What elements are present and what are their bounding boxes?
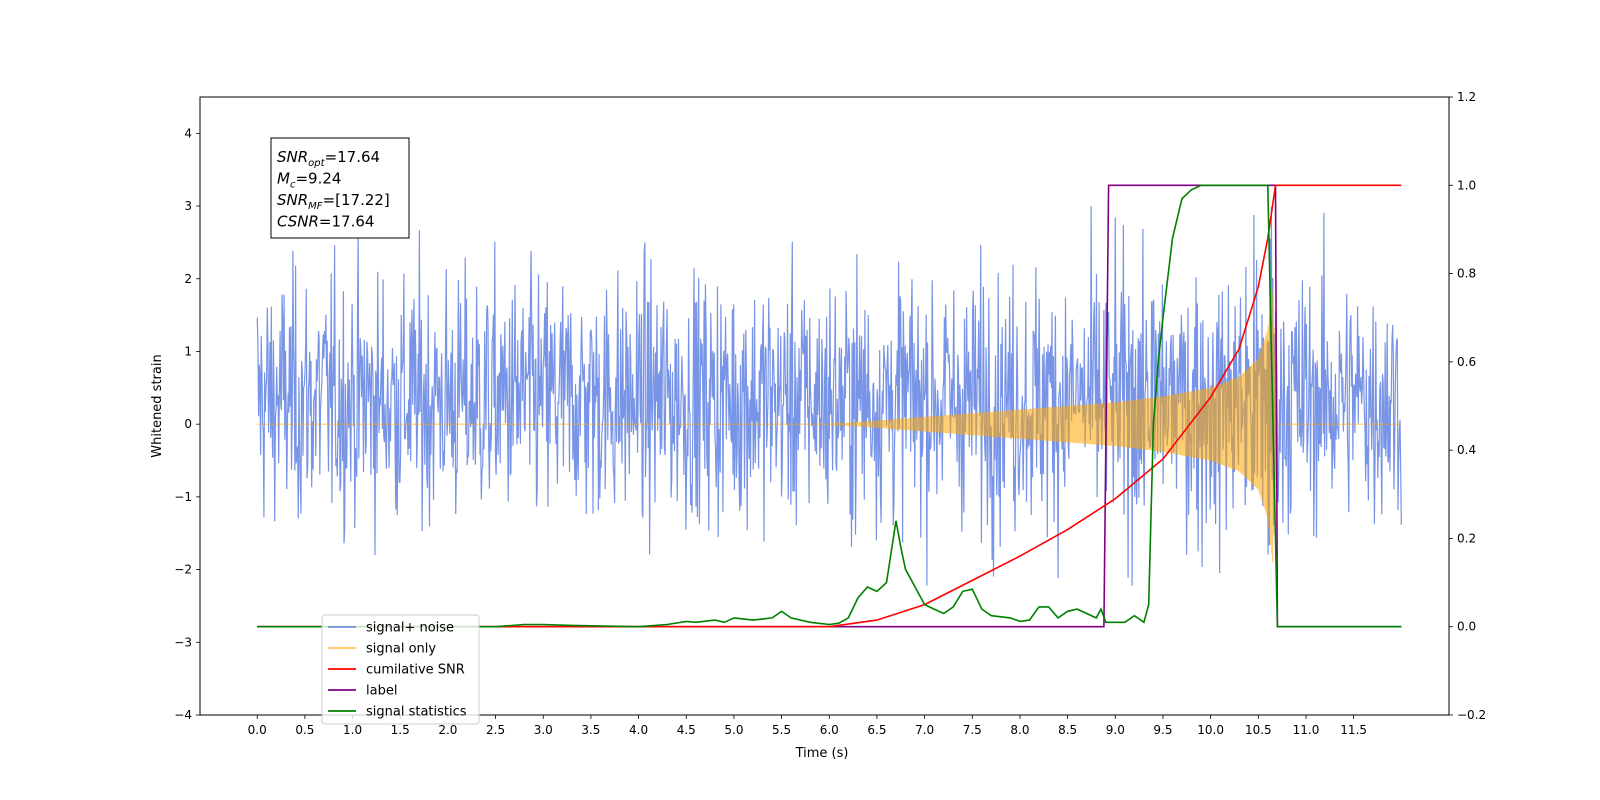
- right-tick-label: 0.0: [1457, 620, 1476, 634]
- legend-frame: [321, 614, 480, 725]
- x-tick-label: 7.5: [963, 723, 982, 737]
- x-tick-label: 2.0: [438, 723, 457, 737]
- right-tick-label: 0.2: [1457, 531, 1476, 545]
- x-tick-label: 0.0: [248, 723, 267, 737]
- legend-item-label: signal+ noise: [366, 621, 454, 636]
- y-tick-label: 2: [184, 272, 192, 286]
- x-tick-label: 4.5: [677, 723, 696, 737]
- y-axis-label: Whitened strain: [150, 354, 165, 457]
- y-tick-label: −4: [174, 708, 192, 722]
- x-tick-label: 4.0: [629, 723, 648, 737]
- series-signal-only: [257, 290, 1402, 563]
- x-axis: 0.0 0.5 1.0 1.5 2.0 2.5 3.0 3.5 4.0 4.5 5.0 5.5 6.0 6…: [248, 715, 1367, 737]
- x-tick-label: 10.0: [1197, 723, 1224, 737]
- y-tick-label: −1: [174, 490, 192, 504]
- x-tick-label: 2.5: [486, 723, 505, 737]
- y-tick-label: 0: [184, 417, 192, 431]
- annotation-line: SNRopt=17.64: [277, 148, 380, 169]
- x-tick-label: 9.5: [1153, 723, 1172, 737]
- plot-frame: [199, 96, 1450, 716]
- y-tick-label: −2: [174, 563, 192, 577]
- x-tick-label: 6.5: [867, 723, 886, 737]
- y-axis-right: −0.2 0.0 0.2 0.4 0.6 0.8 1.0 1.2: [1449, 90, 1486, 722]
- x-tick-label: 7.0: [915, 723, 934, 737]
- annotation-line: SNRMF=[17.22]: [277, 191, 390, 212]
- x-tick-label: 5.5: [772, 723, 791, 737]
- right-tick-label: 0.6: [1457, 355, 1476, 369]
- y-tick-label: 4: [184, 126, 192, 140]
- right-tick-label: 1.2: [1457, 90, 1476, 104]
- x-tick-label: 3.0: [534, 723, 553, 737]
- x-tick-label: 10.5: [1245, 723, 1272, 737]
- right-tick-label: 1.0: [1457, 178, 1476, 192]
- right-tick-label: 0.8: [1457, 267, 1476, 281]
- x-tick-label: 3.5: [581, 723, 600, 737]
- y-tick-label: 1: [184, 344, 192, 358]
- y-tick-label: 3: [184, 199, 192, 213]
- x-tick-label: 8.5: [1058, 723, 1077, 737]
- legend-item-label: cumilative SNR: [366, 663, 465, 678]
- x-tick-label: 11.0: [1293, 723, 1320, 737]
- x-tick-label: 8.0: [1010, 723, 1029, 737]
- legend-item-label: signal statistics: [366, 705, 467, 720]
- right-axis-series: [257, 184, 1402, 628]
- right-tick-label: 0.4: [1457, 443, 1476, 457]
- x-tick-label: 1.0: [343, 723, 362, 737]
- x-axis-label: Time (s): [795, 746, 849, 761]
- legend-item-label: signal only: [366, 642, 436, 657]
- x-tick-label: 6.0: [820, 723, 839, 737]
- legend-item-label: label: [366, 684, 397, 699]
- legend: signal+ noise signal only cumilative SNR la…: [321, 614, 480, 725]
- annotation-line: CSNR=17.64: [277, 213, 374, 231]
- right-tick-label: −0.2: [1457, 708, 1486, 722]
- cumulative-snr-line: [257, 184, 1402, 628]
- y-tick-label: −3: [174, 635, 192, 649]
- y-axis-left: −4 −3 −2 −1 0 1 2 3 4: [174, 126, 200, 722]
- x-tick-label: 0.5: [295, 723, 314, 737]
- annotation-line: Mc=9.24: [277, 170, 341, 191]
- x-tick-label: 11.5: [1340, 723, 1367, 737]
- annotation-frame: [270, 137, 410, 239]
- x-tick-label: 5.0: [724, 723, 743, 737]
- x-tick-label: 9.0: [1106, 723, 1125, 737]
- annotation-box: SNRopt=17.64Mc=9.24SNRMF=[17.22]CSNR=17.…: [270, 137, 410, 239]
- signal-only-line: [257, 290, 1402, 563]
- signal-statistics-line: [257, 184, 1402, 628]
- x-tick-label: 1.5: [391, 723, 410, 737]
